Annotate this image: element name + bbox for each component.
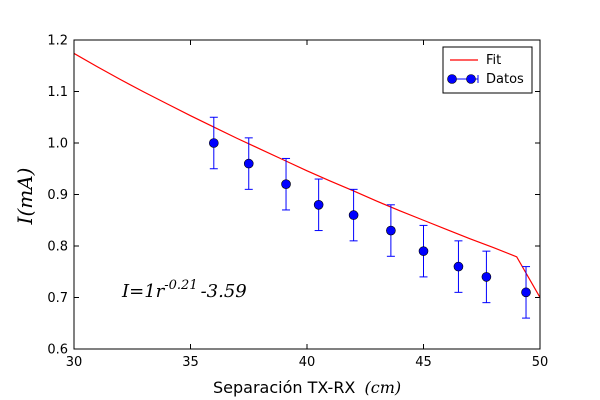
legend-data-label: Datos <box>486 72 524 87</box>
y-tick-label: 0.6 <box>47 343 68 358</box>
y-tick-label: 0.8 <box>47 240 68 255</box>
data-point <box>386 225 396 236</box>
axes: 30 35 40 45 50 0.6 0.7 0.8 0.9 1.0 1.1 1.2 <box>47 34 548 371</box>
data-point <box>243 158 254 169</box>
legend-box <box>442 46 533 94</box>
legend-fit-label: Fit <box>486 53 501 68</box>
data-point-group <box>209 116 219 170</box>
x-axis-label-unit: (cm) <box>364 378 401 397</box>
data-point <box>348 210 359 220</box>
annotation-base: I=1r <box>121 281 166 302</box>
fit-equation-annotation: I=1r-0.21 -3.59 <box>121 278 247 302</box>
data-point-group <box>521 266 531 319</box>
y-tick-label: 1.2 <box>47 34 68 49</box>
annotation-exponent: -0.21 <box>164 278 197 293</box>
y-axis-label: I(mA) <box>13 168 37 226</box>
fit-line <box>74 52 540 298</box>
data-point-group <box>243 137 254 190</box>
data-point <box>209 138 219 148</box>
x-tick-label: 40 <box>299 355 316 370</box>
x-axis-label: Separación TX-RX (cm) <box>213 378 401 397</box>
x-tick-label: 45 <box>415 355 432 370</box>
data-point <box>481 272 492 282</box>
data-point <box>521 287 531 298</box>
legend: Fit Datos <box>442 46 533 94</box>
y-tick-label: 0.9 <box>47 188 68 203</box>
data-point-group <box>453 240 464 293</box>
x-tick-label: 50 <box>532 355 549 370</box>
data-point-group <box>386 204 396 257</box>
plot-area <box>74 52 540 319</box>
data-point <box>281 179 291 189</box>
data-point-group <box>313 178 324 232</box>
y-tick-label: 0.7 <box>47 291 68 306</box>
data-point-group <box>481 250 492 304</box>
data-point-group <box>281 157 291 211</box>
y-tick-label: 1.0 <box>47 137 68 152</box>
data-point <box>313 200 324 210</box>
data-point-group <box>418 224 429 278</box>
data-point <box>453 261 464 272</box>
x-tick-label: 30 <box>66 355 83 370</box>
legend-data-swatch <box>447 74 479 84</box>
y-tick-label: 1.1 <box>47 85 68 100</box>
x-axis-label-text: Separación TX-RX <box>213 378 355 397</box>
data-point-group <box>348 188 359 242</box>
x-tick-label: 35 <box>182 355 199 370</box>
annotation-rest: -3.59 <box>201 281 247 302</box>
data-point <box>418 246 429 256</box>
